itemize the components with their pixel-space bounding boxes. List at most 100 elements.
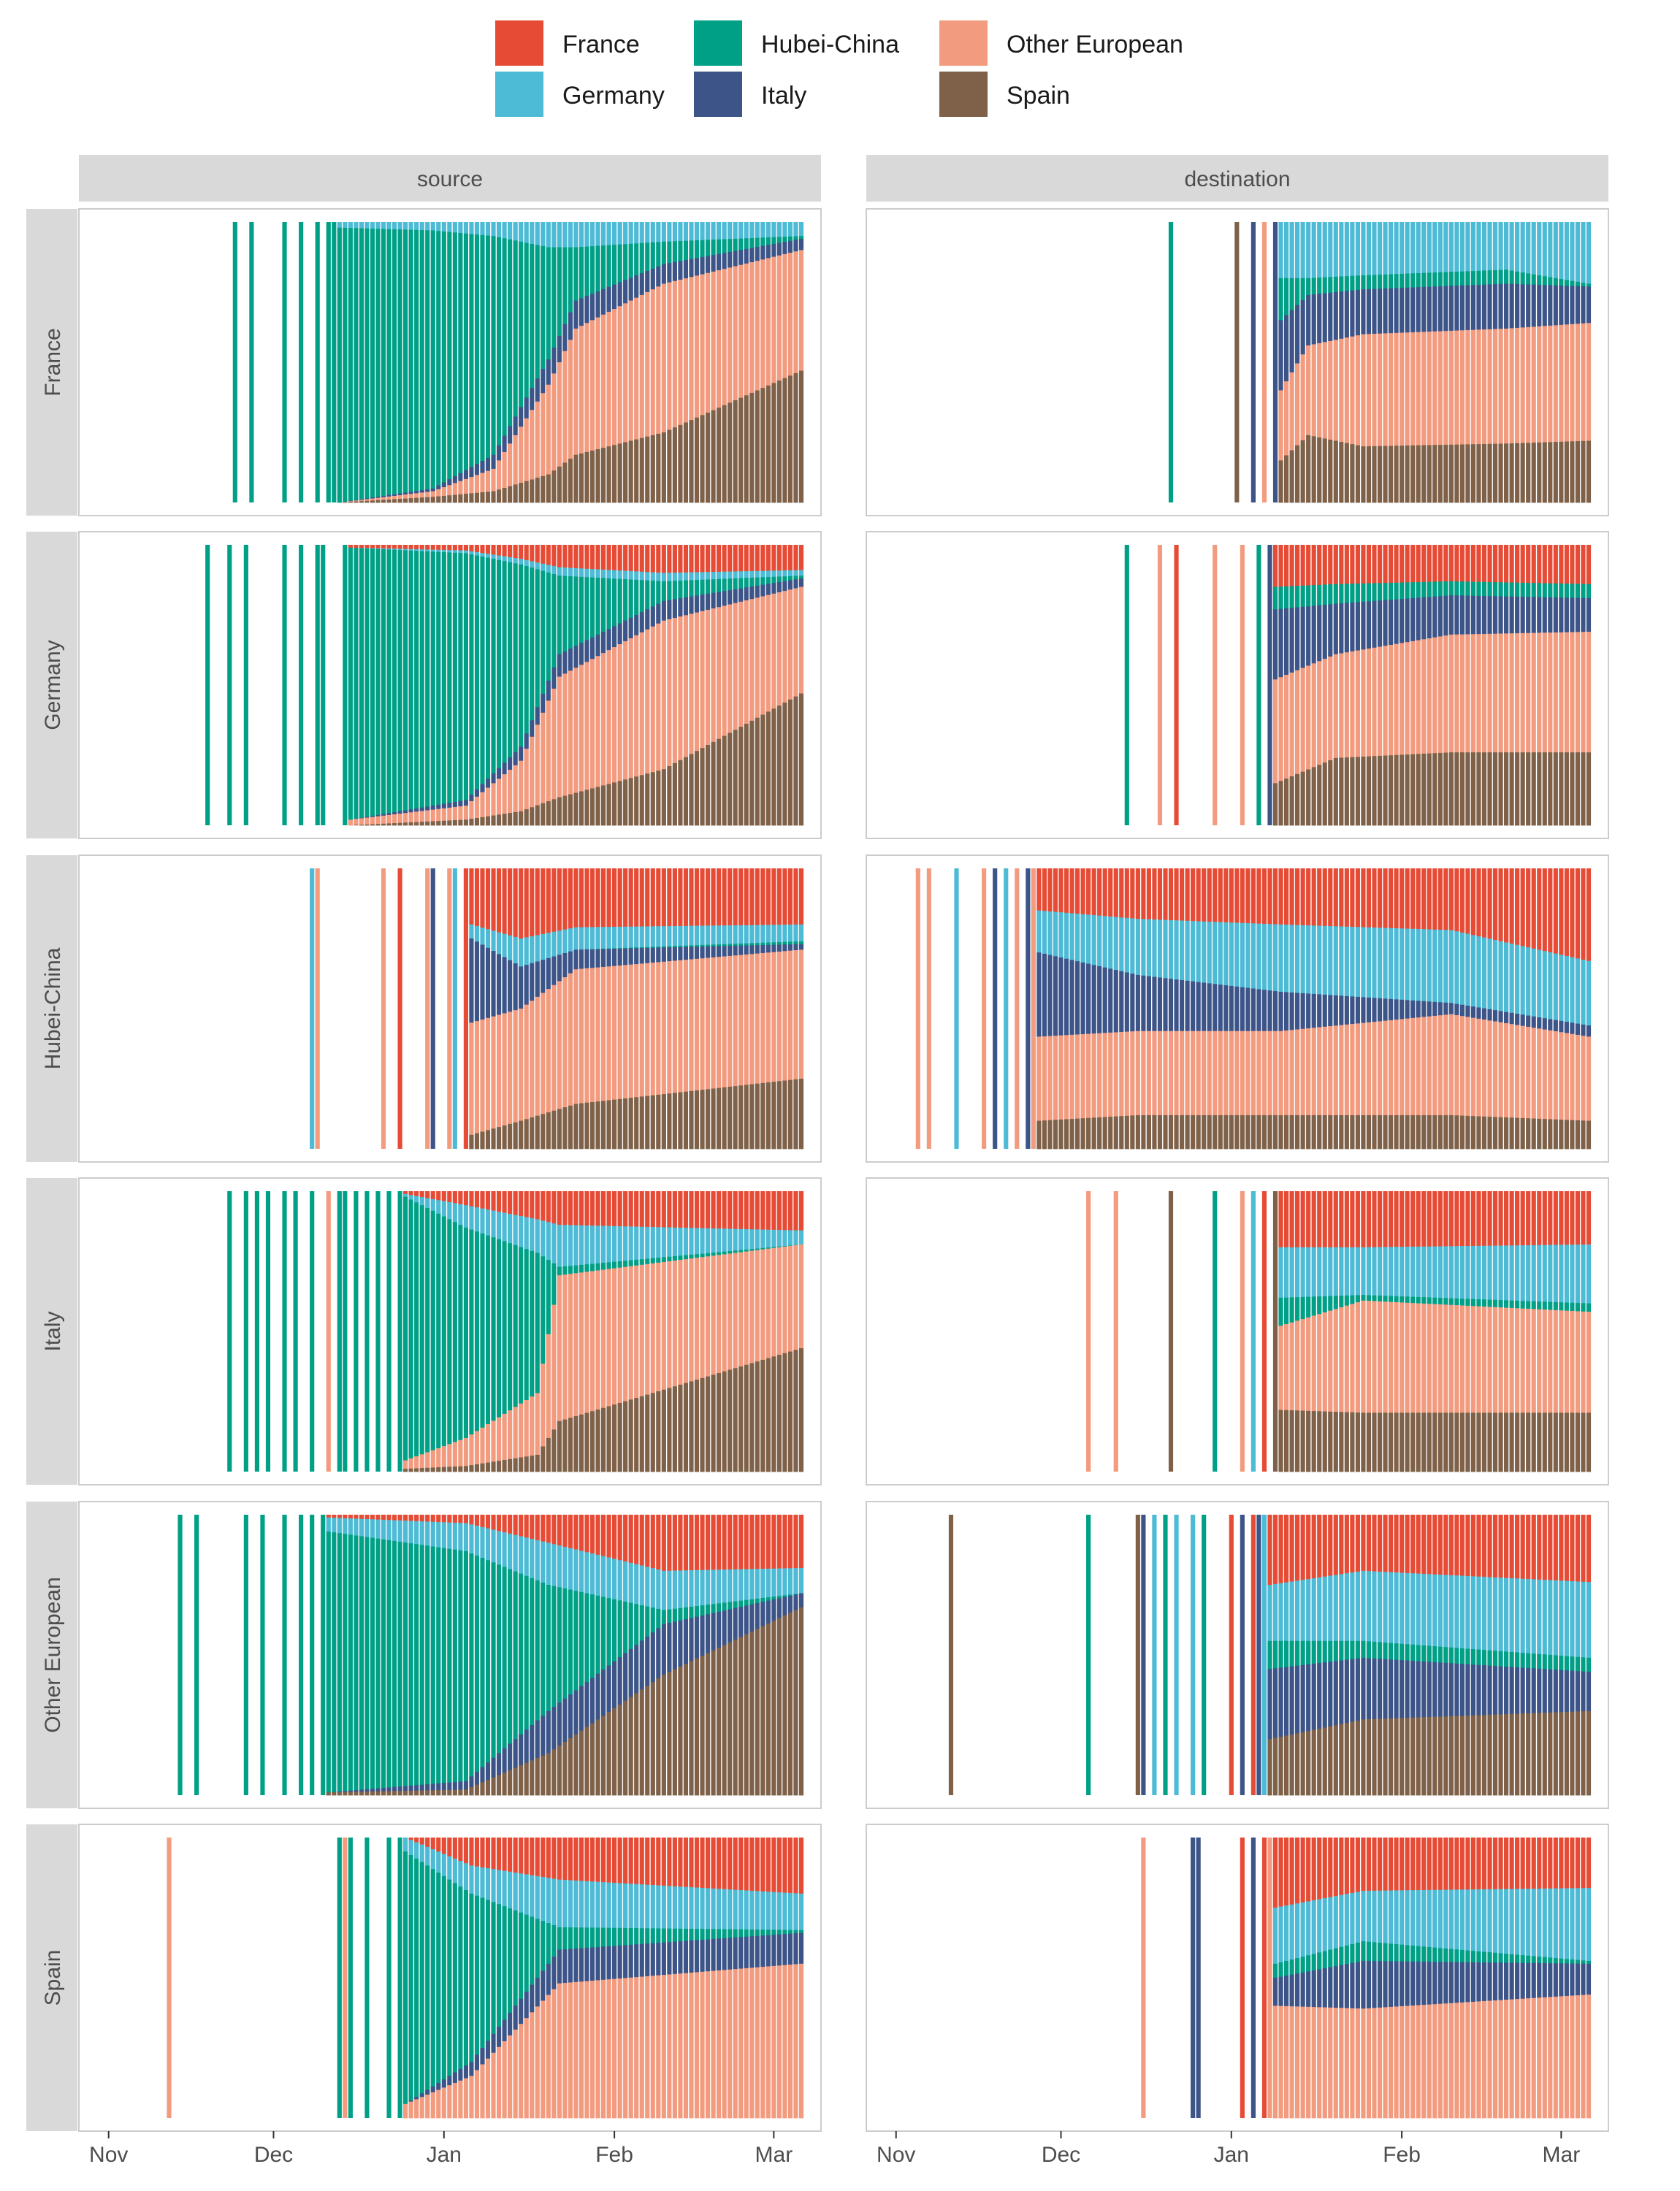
- bar-segment-germany: [1581, 1244, 1586, 1304]
- bar-segment-hubei-china: [634, 579, 639, 616]
- bar-segment-other-european: [678, 616, 683, 761]
- bar-segment-france: [1058, 868, 1064, 913]
- bar-segment-other-european: [1586, 1036, 1592, 1121]
- bar-segment-other-european: [1278, 1326, 1283, 1410]
- bar-segment-hubei-china: [782, 576, 787, 582]
- bar-segment-france: [639, 1515, 644, 1566]
- bar-segment-other-european: [1146, 1031, 1151, 1116]
- bar-segment-spain: [541, 1755, 546, 1796]
- bar-segment-france: [639, 545, 644, 573]
- bar-segment-other-european: [1465, 1017, 1470, 1117]
- bar-segment-italy: [1437, 1662, 1443, 1717]
- bar-segment-spain: [1317, 1728, 1322, 1796]
- bar-segment-germany: [546, 222, 551, 248]
- bar-segment-spain: [1328, 1411, 1333, 1472]
- stacked-bar: [755, 545, 760, 826]
- bar-segment-spain: [1113, 1116, 1118, 1150]
- bar-segment-hubei-china: [1432, 581, 1437, 597]
- bar-segment-spain: [408, 498, 413, 503]
- bar-segment-france: [782, 868, 787, 925]
- bar-segment-germany: [639, 222, 644, 244]
- bar-segment-spain: [1383, 446, 1388, 503]
- stacked-bar: [1437, 1191, 1443, 1472]
- bar-segment-italy: [1443, 286, 1448, 332]
- bar-segment-spain: [744, 1085, 749, 1150]
- bar-segment-germany: [1448, 222, 1454, 272]
- bar-segment-italy: [1448, 1663, 1454, 1717]
- bar-segment-france: [1053, 868, 1058, 912]
- bar-segment-italy: [755, 585, 760, 598]
- stacked-bar: [798, 1191, 804, 1472]
- bar-segment-italy: [519, 1734, 524, 1766]
- bar-segment-france: [1283, 868, 1289, 925]
- bar-segment-italy: [771, 583, 776, 594]
- stacked-bar: [1306, 545, 1311, 826]
- bar-segment-spain: [1515, 1412, 1520, 1472]
- bar-segment-other-european: [474, 2070, 480, 2119]
- stacked-bar: [584, 868, 589, 1150]
- bar-segment-germany: [1223, 922, 1229, 986]
- bar-segment-other-european: [1443, 635, 1448, 753]
- bar-segment-france: [623, 868, 628, 928]
- bar-segment-germany: [573, 1549, 579, 1591]
- bar-segment-france: [678, 1515, 683, 1571]
- bar-segment-france: [381, 545, 386, 549]
- bar-segment-germany: [541, 1541, 546, 1583]
- bar-segment-italy: [705, 1614, 711, 1653]
- bar-segment-france: [414, 1838, 419, 1843]
- stacked-bar: [1586, 1191, 1592, 1472]
- bar-segment-spain: [1492, 1117, 1498, 1150]
- bar-segment-germany: [722, 925, 727, 945]
- bar-segment-france: [519, 1838, 524, 1874]
- bar-segment-italy: [1300, 993, 1305, 1030]
- bar-segment-france: [787, 545, 793, 571]
- bar-segment-other-european: [661, 961, 666, 1095]
- bar-segment-spain: [403, 498, 408, 503]
- bar-segment-france: [584, 1515, 589, 1553]
- bar-segment-italy: [1300, 299, 1305, 355]
- bar-segment-hubei-china: [1465, 271, 1470, 286]
- bar-segment-france: [717, 868, 722, 926]
- bar-segment-germany: [1553, 953, 1558, 1021]
- bar-segment-france: [546, 1191, 551, 1223]
- bar-segment-hubei-china: [733, 1250, 738, 1253]
- bar-segment-hubei-china: [595, 578, 600, 635]
- bar-segment-germany: [436, 549, 441, 553]
- bar-segment-france: [1339, 1515, 1344, 1575]
- bar-hubei-china: [1213, 1191, 1218, 1472]
- bar-segment-hubei-china: [623, 579, 628, 622]
- stacked-bar: [1548, 545, 1553, 826]
- bar-segment-hubei-china: [1339, 276, 1344, 292]
- bar-segment-italy: [1459, 1004, 1465, 1017]
- bar-segment-hubei-china: [496, 1564, 502, 1754]
- bar-segment-other-european: [557, 1275, 562, 1422]
- bar-segment-france: [1564, 868, 1569, 957]
- bar-segment-germany: [1405, 928, 1410, 1001]
- bar-segment-hubei-china: [744, 1599, 749, 1606]
- bar-segment-hubei-china: [650, 1607, 655, 1633]
- bar-segment-spain: [1311, 1114, 1316, 1150]
- stacked-bar: [694, 1191, 700, 1472]
- stacked-bar: [776, 222, 782, 503]
- bar-segment-other-european: [1064, 1035, 1069, 1120]
- bar-segment-germany: [546, 1542, 551, 1586]
- stacked-bar: [733, 222, 738, 503]
- bar-segment-germany: [1537, 222, 1542, 276]
- bar-segment-spain: [502, 488, 507, 503]
- bar-segment-italy: [419, 1784, 424, 1791]
- bar-segment-other-european: [1168, 1031, 1174, 1116]
- bar-segment-germany: [628, 1884, 633, 1929]
- bar-segment-spain: [1542, 1713, 1547, 1796]
- bar-segment-other-european: [1586, 632, 1592, 753]
- bar-segment-hubei-china: [667, 946, 672, 948]
- bar-segment-hubei-china: [1509, 1300, 1514, 1309]
- bar-segment-italy: [787, 1595, 793, 1613]
- bar-segment-italy: [430, 806, 435, 811]
- bar-segment-france: [1383, 1515, 1388, 1572]
- bar-segment-other-european: [1124, 1031, 1129, 1117]
- bar-segment-other-european: [546, 1334, 551, 1439]
- bar-segment-hubei-china: [650, 242, 655, 269]
- bar-segment-other-european: [579, 326, 584, 454]
- bar-segment-france: [519, 1191, 524, 1217]
- stacked-bar: [617, 1515, 622, 1796]
